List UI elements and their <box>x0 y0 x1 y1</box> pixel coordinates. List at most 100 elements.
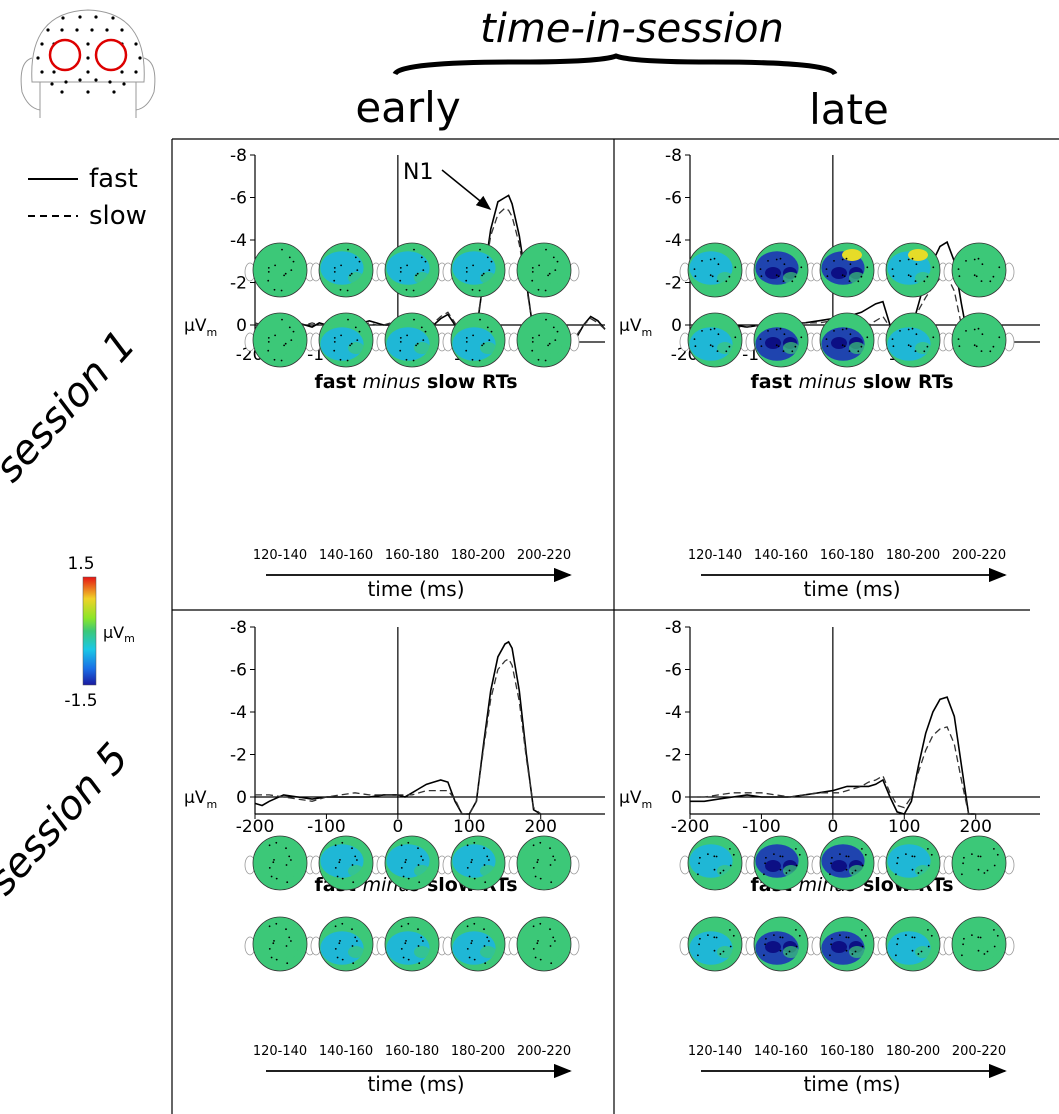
topo-electrode <box>729 864 732 867</box>
topo-electrode <box>773 853 775 855</box>
topo-electrode <box>483 847 485 850</box>
topo-electrode <box>534 956 537 959</box>
topomap <box>442 835 514 891</box>
topo-electrode <box>892 275 895 278</box>
topo-electrode <box>339 940 341 942</box>
topomap <box>679 835 751 891</box>
topomap <box>376 916 448 972</box>
panel-grid <box>171 138 1059 1114</box>
topo-electrode <box>349 274 351 277</box>
topo-electrode <box>905 853 907 855</box>
topo-electrode <box>465 279 468 282</box>
topo-electrode <box>785 953 788 955</box>
topo-electrode <box>977 855 980 858</box>
topo-electrode <box>334 948 337 950</box>
topo-electrode <box>826 345 829 348</box>
topo-electrode <box>927 864 930 867</box>
topo-electrode <box>484 962 487 965</box>
topo-electrode <box>402 956 405 959</box>
topo-electrode <box>962 943 964 946</box>
topomap <box>745 916 817 972</box>
topo-electrode <box>891 338 894 340</box>
topo-contour <box>783 342 799 354</box>
topo-electrode <box>795 929 797 931</box>
topo-electrode <box>965 330 967 332</box>
electrode-dot <box>94 78 98 82</box>
topo-electrode <box>531 271 534 273</box>
n1-arrow <box>441 169 492 210</box>
topo-electrode <box>482 342 485 345</box>
topo-electrode <box>725 350 728 353</box>
topo-electrode <box>843 345 846 348</box>
topo-electrode <box>466 925 469 928</box>
topo-electrode <box>532 867 535 869</box>
topo-electrode <box>472 334 474 337</box>
y-tick-label: -8 <box>665 618 682 638</box>
topo-electrode <box>536 861 539 864</box>
topo-electrode <box>356 859 358 861</box>
topo-electrode <box>274 334 276 337</box>
topo-electrode <box>422 269 425 271</box>
time-axis-label: time (ms) <box>367 1072 464 1096</box>
topo-electrode <box>825 338 828 340</box>
topo-electrode <box>841 274 844 277</box>
topomap <box>943 835 1015 891</box>
topo-contour <box>981 272 997 284</box>
topo-contour <box>981 946 997 958</box>
topo-electrode <box>773 934 775 936</box>
topo-electrode <box>917 953 920 955</box>
topo-electrode <box>775 344 778 347</box>
colorbar-unit-sub: m <box>124 632 135 645</box>
topo-electrode <box>781 936 784 939</box>
topo-electrode <box>961 873 963 876</box>
topo-electrode <box>800 336 803 339</box>
topo-electrode <box>486 256 489 259</box>
topo-electrode <box>354 936 357 939</box>
topo-electrode <box>275 877 278 880</box>
topo-electrode <box>851 953 854 955</box>
topo-electrode <box>729 929 731 931</box>
topo-contour <box>717 342 733 354</box>
topo-electrode <box>911 936 914 939</box>
series-line-slow <box>254 207 606 343</box>
topo-electrode <box>268 867 271 869</box>
topo-electrode <box>288 936 291 939</box>
topo-electrode <box>404 861 407 864</box>
topo-electrode <box>764 862 766 865</box>
topo-electrode <box>760 345 763 348</box>
topo-electrode <box>283 344 285 347</box>
topo-electrode <box>285 945 288 947</box>
y-tick-label: -4 <box>665 703 682 723</box>
y-tick-label: 0 <box>236 316 247 336</box>
topo-electrode <box>854 950 857 953</box>
topo-contour <box>849 272 865 284</box>
topo-electrode <box>286 881 289 884</box>
topo-electrode <box>550 881 553 884</box>
topo-electrode <box>288 855 291 858</box>
topo-electrode <box>416 342 419 345</box>
topo-electrode <box>851 872 854 874</box>
y-tick-label: 0 <box>236 788 247 808</box>
topo-electrode <box>927 929 929 931</box>
topo-contour <box>414 342 430 354</box>
topo-electrode <box>532 948 535 950</box>
topo-contour <box>282 865 298 877</box>
topomap <box>679 916 751 972</box>
topo-electrode <box>341 877 344 880</box>
topomap <box>310 312 382 368</box>
topo-electrode <box>841 328 844 331</box>
topo-electrode <box>829 954 831 957</box>
topo-electrode <box>694 275 697 278</box>
topo-electrode <box>420 855 423 858</box>
topo-electrode <box>484 881 487 884</box>
series-line-fast <box>690 696 976 815</box>
topo-electrode <box>286 962 289 965</box>
topo-electrode <box>486 326 489 329</box>
topo-electrode <box>290 940 292 942</box>
topo-electrode <box>715 936 718 939</box>
topo-contour <box>348 865 364 877</box>
topo-electrode <box>981 263 984 266</box>
topo-electrode <box>788 950 791 953</box>
y-tick-label: -6 <box>665 661 682 681</box>
colorbar-unit: µV <box>103 623 124 642</box>
